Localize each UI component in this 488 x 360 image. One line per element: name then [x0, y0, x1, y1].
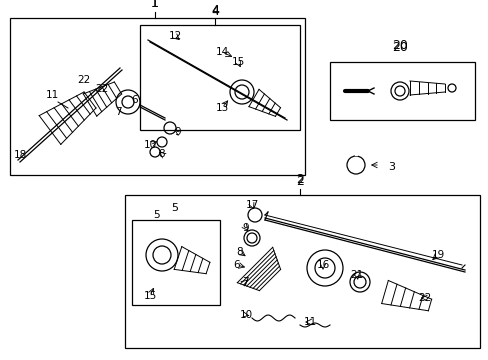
Text: 21: 21: [350, 270, 363, 280]
Text: 15: 15: [143, 291, 156, 301]
Text: 10: 10: [143, 140, 156, 150]
Text: 10: 10: [239, 310, 252, 320]
Text: 12: 12: [168, 31, 181, 41]
Bar: [10, 18, 305, 175]
Text: 1: 1: [151, 0, 159, 10]
Text: 22: 22: [418, 293, 431, 303]
Bar: [140, 25, 299, 130]
Bar: [329, 62, 474, 120]
Text: 14: 14: [215, 47, 228, 57]
Text: 5: 5: [171, 203, 178, 213]
Text: 11: 11: [303, 317, 316, 327]
Text: 18: 18: [13, 150, 26, 160]
Text: 19: 19: [430, 250, 444, 260]
Text: 4: 4: [211, 4, 219, 17]
Text: 16: 16: [316, 260, 329, 270]
Bar: [125, 195, 479, 348]
Text: 6: 6: [131, 95, 138, 105]
Text: 13: 13: [215, 103, 228, 113]
Text: 7: 7: [115, 107, 121, 117]
Text: 5: 5: [153, 210, 160, 220]
Text: 22: 22: [77, 75, 90, 85]
Text: 2: 2: [295, 173, 304, 186]
Text: 15: 15: [231, 57, 244, 67]
Text: 9: 9: [174, 127, 181, 137]
Text: 3: 3: [387, 162, 394, 172]
Text: 6: 6: [233, 260, 240, 270]
Text: 9: 9: [242, 223, 249, 233]
Text: 4: 4: [211, 5, 219, 18]
Text: 8: 8: [236, 247, 243, 257]
Text: 2: 2: [295, 175, 304, 188]
Text: 8: 8: [159, 149, 165, 159]
Text: 17: 17: [245, 200, 258, 210]
Text: 20: 20: [391, 39, 407, 52]
Text: 7: 7: [241, 277, 248, 287]
Bar: [132, 220, 220, 305]
Text: 20: 20: [391, 41, 407, 54]
Text: 11: 11: [45, 90, 59, 100]
Text: 22: 22: [95, 84, 108, 94]
Text: 1: 1: [151, 0, 159, 10]
